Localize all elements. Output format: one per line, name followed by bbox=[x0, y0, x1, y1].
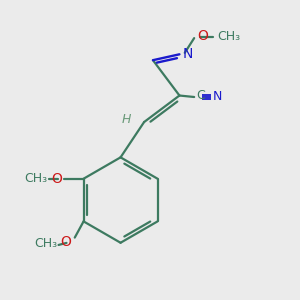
Text: O: O bbox=[197, 29, 208, 43]
Text: O: O bbox=[60, 235, 71, 249]
Text: N: N bbox=[213, 90, 222, 103]
Text: CH₃: CH₃ bbox=[25, 172, 48, 185]
Text: C: C bbox=[196, 89, 205, 102]
Text: CH₃: CH₃ bbox=[34, 237, 58, 250]
Text: N: N bbox=[182, 47, 193, 61]
Text: O: O bbox=[52, 172, 62, 186]
Text: H: H bbox=[122, 112, 131, 126]
Text: CH₃: CH₃ bbox=[217, 30, 240, 43]
